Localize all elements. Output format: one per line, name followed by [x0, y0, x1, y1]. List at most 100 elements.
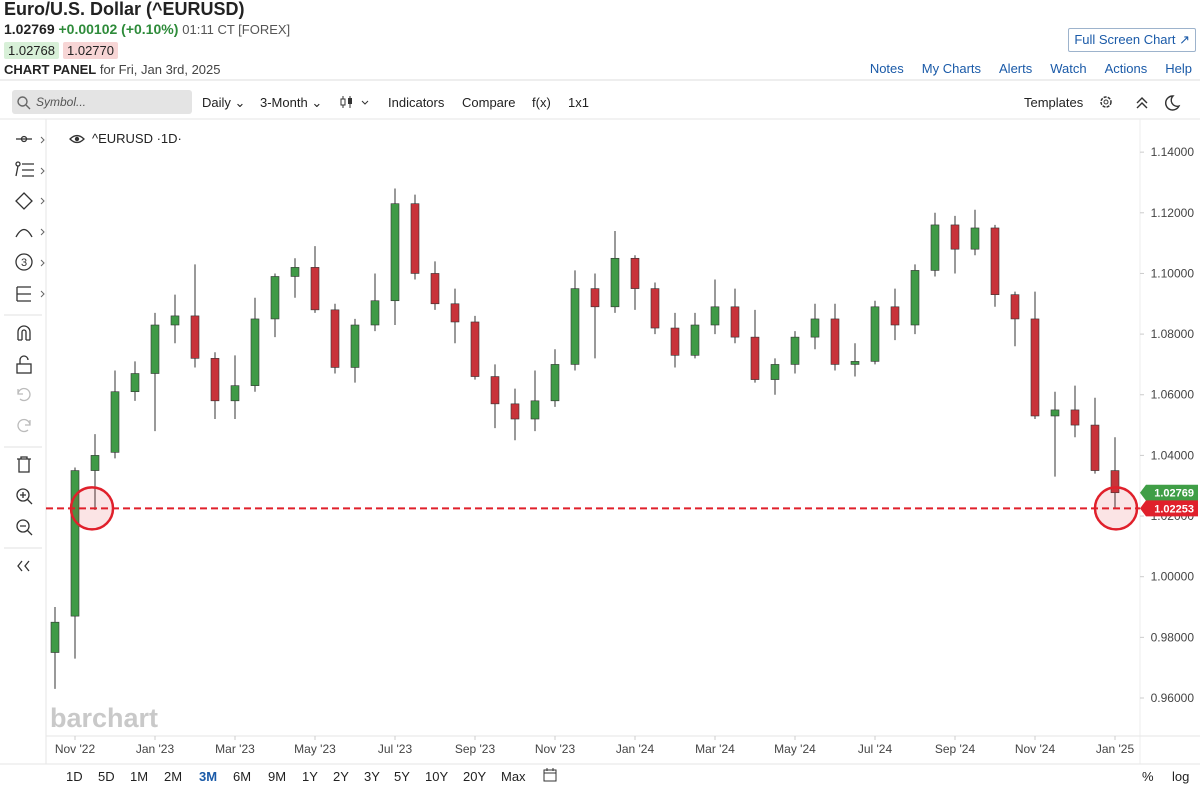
- x-tick-label: Mar '23: [215, 742, 255, 756]
- candle-body: [650, 288, 660, 329]
- x-tick-label: Sep '24: [935, 742, 976, 756]
- panel-date: for Fri, Jan 3rd, 2025: [99, 62, 221, 77]
- candle-body: [970, 227, 980, 250]
- bid: 1.02768: [4, 42, 59, 59]
- interval[interactable]: Daily: [202, 95, 231, 110]
- reference-label: 1.02253: [1154, 503, 1194, 515]
- candle-body: [570, 288, 580, 365]
- candle-body: [70, 470, 80, 617]
- y-tick-label: 1.12000: [1151, 206, 1195, 220]
- candle-body: [210, 358, 220, 402]
- x-tick-label: May '23: [294, 742, 336, 756]
- percent-toggle[interactable]: %: [1142, 769, 1154, 784]
- candle-body: [830, 318, 840, 365]
- templates[interactable]: Templates: [1024, 95, 1084, 110]
- interval-menu[interactable]: Daily ⌄: [202, 95, 246, 110]
- y-tick-label: 1.08000: [1151, 327, 1195, 341]
- last-price: 1.02769: [4, 21, 55, 37]
- candle-body: [330, 309, 340, 368]
- range-button[interactable]: 20Y: [463, 769, 487, 784]
- candle-body: [790, 336, 800, 365]
- range-button[interactable]: 1Y: [302, 769, 318, 784]
- y-tick-label: 0.96000: [1151, 691, 1195, 705]
- candle-body: [670, 327, 680, 356]
- reference-tag: [1140, 500, 1198, 517]
- y-tick-label: 1.14000: [1151, 145, 1195, 159]
- calendar-icon[interactable]: [543, 768, 557, 785]
- range-button[interactable]: 5Y: [394, 769, 410, 784]
- candle-body: [730, 306, 740, 338]
- full-screen-label[interactable]: Full Screen Chart: [1074, 32, 1176, 47]
- candle-body: [450, 303, 460, 323]
- candle-body: [270, 276, 280, 320]
- candle-body: [170, 315, 180, 326]
- panel-line: CHART PANEL for Fri, Jan 3rd, 2025: [4, 62, 221, 77]
- panel-link[interactable]: Alerts: [999, 61, 1033, 76]
- range-button[interactable]: Max: [501, 769, 526, 784]
- x-tick-label: Jul '24: [858, 742, 893, 756]
- panel-link[interactable]: My Charts: [921, 61, 982, 76]
- range-button[interactable]: 1M: [130, 769, 149, 784]
- quote-line: 1.02769 +0.00102 (+0.10%) 01:11 CT [FORE…: [4, 21, 290, 37]
- panel-link[interactable]: Actions: [1104, 61, 1148, 76]
- y-tick-label: 1.04000: [1151, 448, 1195, 462]
- candle-body: [710, 306, 720, 326]
- candle-body: [50, 621, 60, 653]
- range-button[interactable]: 6M: [233, 769, 252, 784]
- toolbar-item[interactable]: Indicators: [388, 95, 445, 110]
- full-screen-button[interactable]: Full Screen Chart ↗: [1068, 28, 1196, 52]
- log-toggle[interactable]: log: [1172, 769, 1190, 784]
- eye-icon[interactable]: [69, 134, 85, 144]
- candle-body: [190, 315, 200, 359]
- candle-body: [750, 336, 760, 380]
- x-tick-label: Sep '23: [455, 742, 496, 756]
- candle-body: [950, 224, 960, 250]
- range-button[interactable]: 10Y: [425, 769, 449, 784]
- sidebar-icons[interactable]: 3: [15, 135, 45, 572]
- candle-body: [350, 324, 360, 368]
- candle-body: [110, 391, 120, 453]
- panel-link[interactable]: Help: [1165, 61, 1192, 76]
- candle-body: [630, 257, 640, 289]
- x-tick-label: Nov '22: [55, 742, 96, 756]
- candle-body: [290, 267, 300, 277]
- x-tick-label: Mar '24: [695, 742, 735, 756]
- candle-body: [150, 324, 160, 374]
- highlight-circle: [69, 486, 115, 531]
- panel-link[interactable]: Notes: [869, 61, 904, 76]
- range[interactable]: 3-Month: [260, 95, 308, 110]
- x-tick-label: Jan '25: [1096, 742, 1135, 756]
- x-tick-label: Nov '24: [1015, 742, 1056, 756]
- candle-body: [610, 257, 620, 308]
- candle-body: [470, 321, 480, 377]
- candle-body: [490, 376, 500, 405]
- toolbar-item[interactable]: Compare: [462, 95, 516, 110]
- range-button[interactable]: 3M: [199, 769, 218, 784]
- last-price-label: 1.02769: [1154, 488, 1194, 500]
- candle-body: [910, 270, 920, 326]
- range-button[interactable]: 5D: [98, 769, 115, 784]
- range-button[interactable]: 2M: [164, 769, 183, 784]
- range-button[interactable]: 1D: [66, 769, 83, 784]
- candle-body: [230, 385, 240, 402]
- chart-type-menu[interactable]: [340, 94, 372, 110]
- range-button[interactable]: 2Y: [333, 769, 349, 784]
- range-button[interactable]: 3Y: [364, 769, 380, 784]
- toolbar-item[interactable]: 1x1: [568, 95, 589, 110]
- x-tick-label: Jan '24: [616, 742, 655, 756]
- search-placeholder[interactable]: Symbol...: [36, 95, 87, 109]
- candle-body: [850, 361, 860, 365]
- candle-body: [390, 203, 400, 302]
- panel-link[interactable]: Watch: [1050, 61, 1087, 76]
- toolbar-item[interactable]: f(x): [532, 95, 551, 110]
- title: Euro/U.S. Dollar (^EURUSD): [4, 0, 245, 19]
- symbol-search[interactable]: Symbol...: [12, 90, 192, 114]
- toolbar-icons[interactable]: [1098, 94, 1188, 112]
- range-menu[interactable]: 3-Month ⌄: [260, 95, 323, 110]
- search-icon: [17, 96, 31, 110]
- x-tick-label: Nov '23: [535, 742, 576, 756]
- range-button[interactable]: 9M: [268, 769, 287, 784]
- quote-time: 01:11 CT [FOREX]: [182, 22, 291, 37]
- x-tick-label: Jan '23: [136, 742, 175, 756]
